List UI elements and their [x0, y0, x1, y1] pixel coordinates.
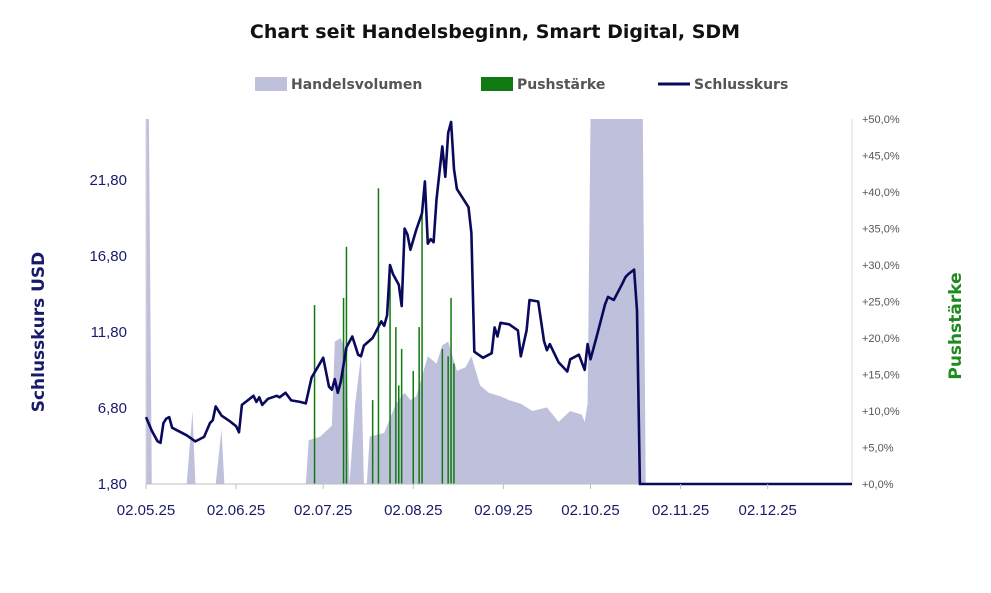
y-ticks-right: +0,0% +5,0% +10,0% +15,0% +20,0% +25,0% +30,0%… [862, 114, 900, 491]
y-tick-label-left: 21,80 [89, 172, 127, 189]
legend-label-close: Schlusskurs [694, 77, 788, 93]
x-tick-label: 02.09.25 [474, 502, 532, 519]
y-tick-label-right: +0,0% [862, 479, 894, 491]
y-tick-label-right: +30,0% [862, 260, 900, 272]
x-tick-label: 02.08.25 [384, 502, 442, 519]
push-bar [441, 348, 444, 484]
push-bar [342, 297, 345, 484]
push-bar [421, 210, 423, 485]
y-axis-label-left: Schlusskurs USD [29, 252, 49, 413]
push-bar [389, 276, 391, 484]
push-bar [418, 327, 420, 484]
y-ticks-left: 1,80 6,80 11,80 16,80 21,80 [89, 172, 127, 493]
push-bar [447, 356, 449, 485]
push-bars-layer [313, 188, 455, 485]
y-tick-label-right: +45,0% [862, 151, 900, 163]
x-tick-label: 02.12.25 [739, 502, 797, 519]
x-ticks: 02.05.25 02.06.25 02.07.25 02.08.25 02.09.25… [117, 484, 797, 519]
close-line-layer [144, 120, 852, 486]
push-bar [412, 370, 414, 484]
y-tick-label-right: +50,0% [862, 114, 900, 126]
legend: Handelsvolumen Pushstärke Schlusskurs [255, 77, 788, 93]
y-tick-label-left: 1,80 [98, 476, 127, 493]
x-tick-label: 02.07.25 [294, 502, 352, 519]
chart-title: Chart seit Handelsbeginn, Smart Digital,… [250, 21, 740, 43]
y-axis-label-right: Pushstärke [946, 272, 966, 379]
y-tick-label-right: +5,0% [862, 443, 894, 455]
x-tick-label: 02.11.25 [652, 502, 709, 519]
y-tick-label-right: +40,0% [862, 187, 900, 199]
push-bar [313, 305, 316, 484]
y-tick-label-right: +15,0% [862, 370, 900, 382]
legend-label-push: Pushstärke [517, 77, 605, 93]
y-tick-label-left: 6,80 [98, 400, 127, 417]
push-bar [371, 400, 374, 484]
x-tick-label: 02.06.25 [207, 502, 265, 519]
push-bar [450, 297, 452, 484]
legend-swatch-push [481, 77, 513, 91]
y-tick-label-left: 11,80 [91, 324, 127, 341]
push-bar [345, 246, 348, 485]
y-tick-label-right: +10,0% [862, 406, 900, 418]
push-bar [400, 348, 403, 484]
y-tick-label-right: +25,0% [862, 297, 900, 309]
push-bar [453, 363, 455, 484]
close-price-line [144, 120, 852, 486]
push-bar [398, 385, 400, 484]
push-bar [395, 327, 397, 484]
y-tick-label-right: +35,0% [862, 224, 900, 236]
y-tick-label-left: 16,80 [89, 248, 127, 265]
x-tick-label: 02.10.25 [561, 502, 619, 519]
x-tick-label: 02.05.25 [117, 502, 175, 519]
y-tick-label-right: +20,0% [862, 333, 900, 345]
push-bar [377, 188, 380, 485]
legend-label-volume: Handelsvolumen [291, 77, 422, 93]
legend-swatch-volume [255, 77, 287, 91]
